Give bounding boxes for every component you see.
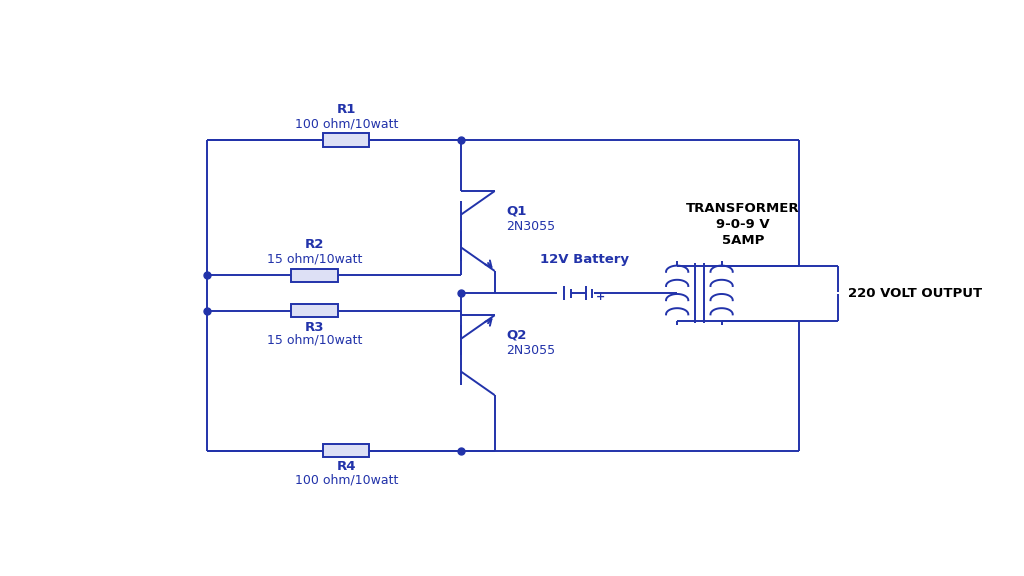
- Text: 9-0-9 V: 9-0-9 V: [716, 218, 770, 231]
- Text: 2N3055: 2N3055: [507, 344, 556, 357]
- Text: 220 VOLT OUTPUT: 220 VOLT OUTPUT: [848, 287, 982, 300]
- Text: R3: R3: [305, 321, 325, 334]
- Text: R2: R2: [305, 238, 325, 251]
- Bar: [324, 134, 370, 147]
- Bar: [292, 304, 338, 317]
- Text: 12V Battery: 12V Battery: [540, 253, 629, 267]
- Text: Q1: Q1: [507, 204, 527, 218]
- Text: 2N3055: 2N3055: [507, 220, 556, 233]
- Text: 15 ohm/10watt: 15 ohm/10watt: [267, 253, 362, 266]
- Text: 100 ohm/10watt: 100 ohm/10watt: [295, 473, 398, 487]
- Text: TRANSFORMER: TRANSFORMER: [686, 203, 800, 215]
- Bar: [324, 444, 370, 457]
- Text: 15 ohm/10watt: 15 ohm/10watt: [267, 334, 362, 347]
- Text: R4: R4: [337, 460, 356, 473]
- Bar: [292, 268, 338, 282]
- Text: 5AMP: 5AMP: [722, 233, 764, 247]
- Text: R1: R1: [337, 103, 356, 116]
- Text: +: +: [595, 291, 605, 302]
- Text: 100 ohm/10watt: 100 ohm/10watt: [295, 118, 398, 130]
- Text: Q2: Q2: [507, 329, 527, 342]
